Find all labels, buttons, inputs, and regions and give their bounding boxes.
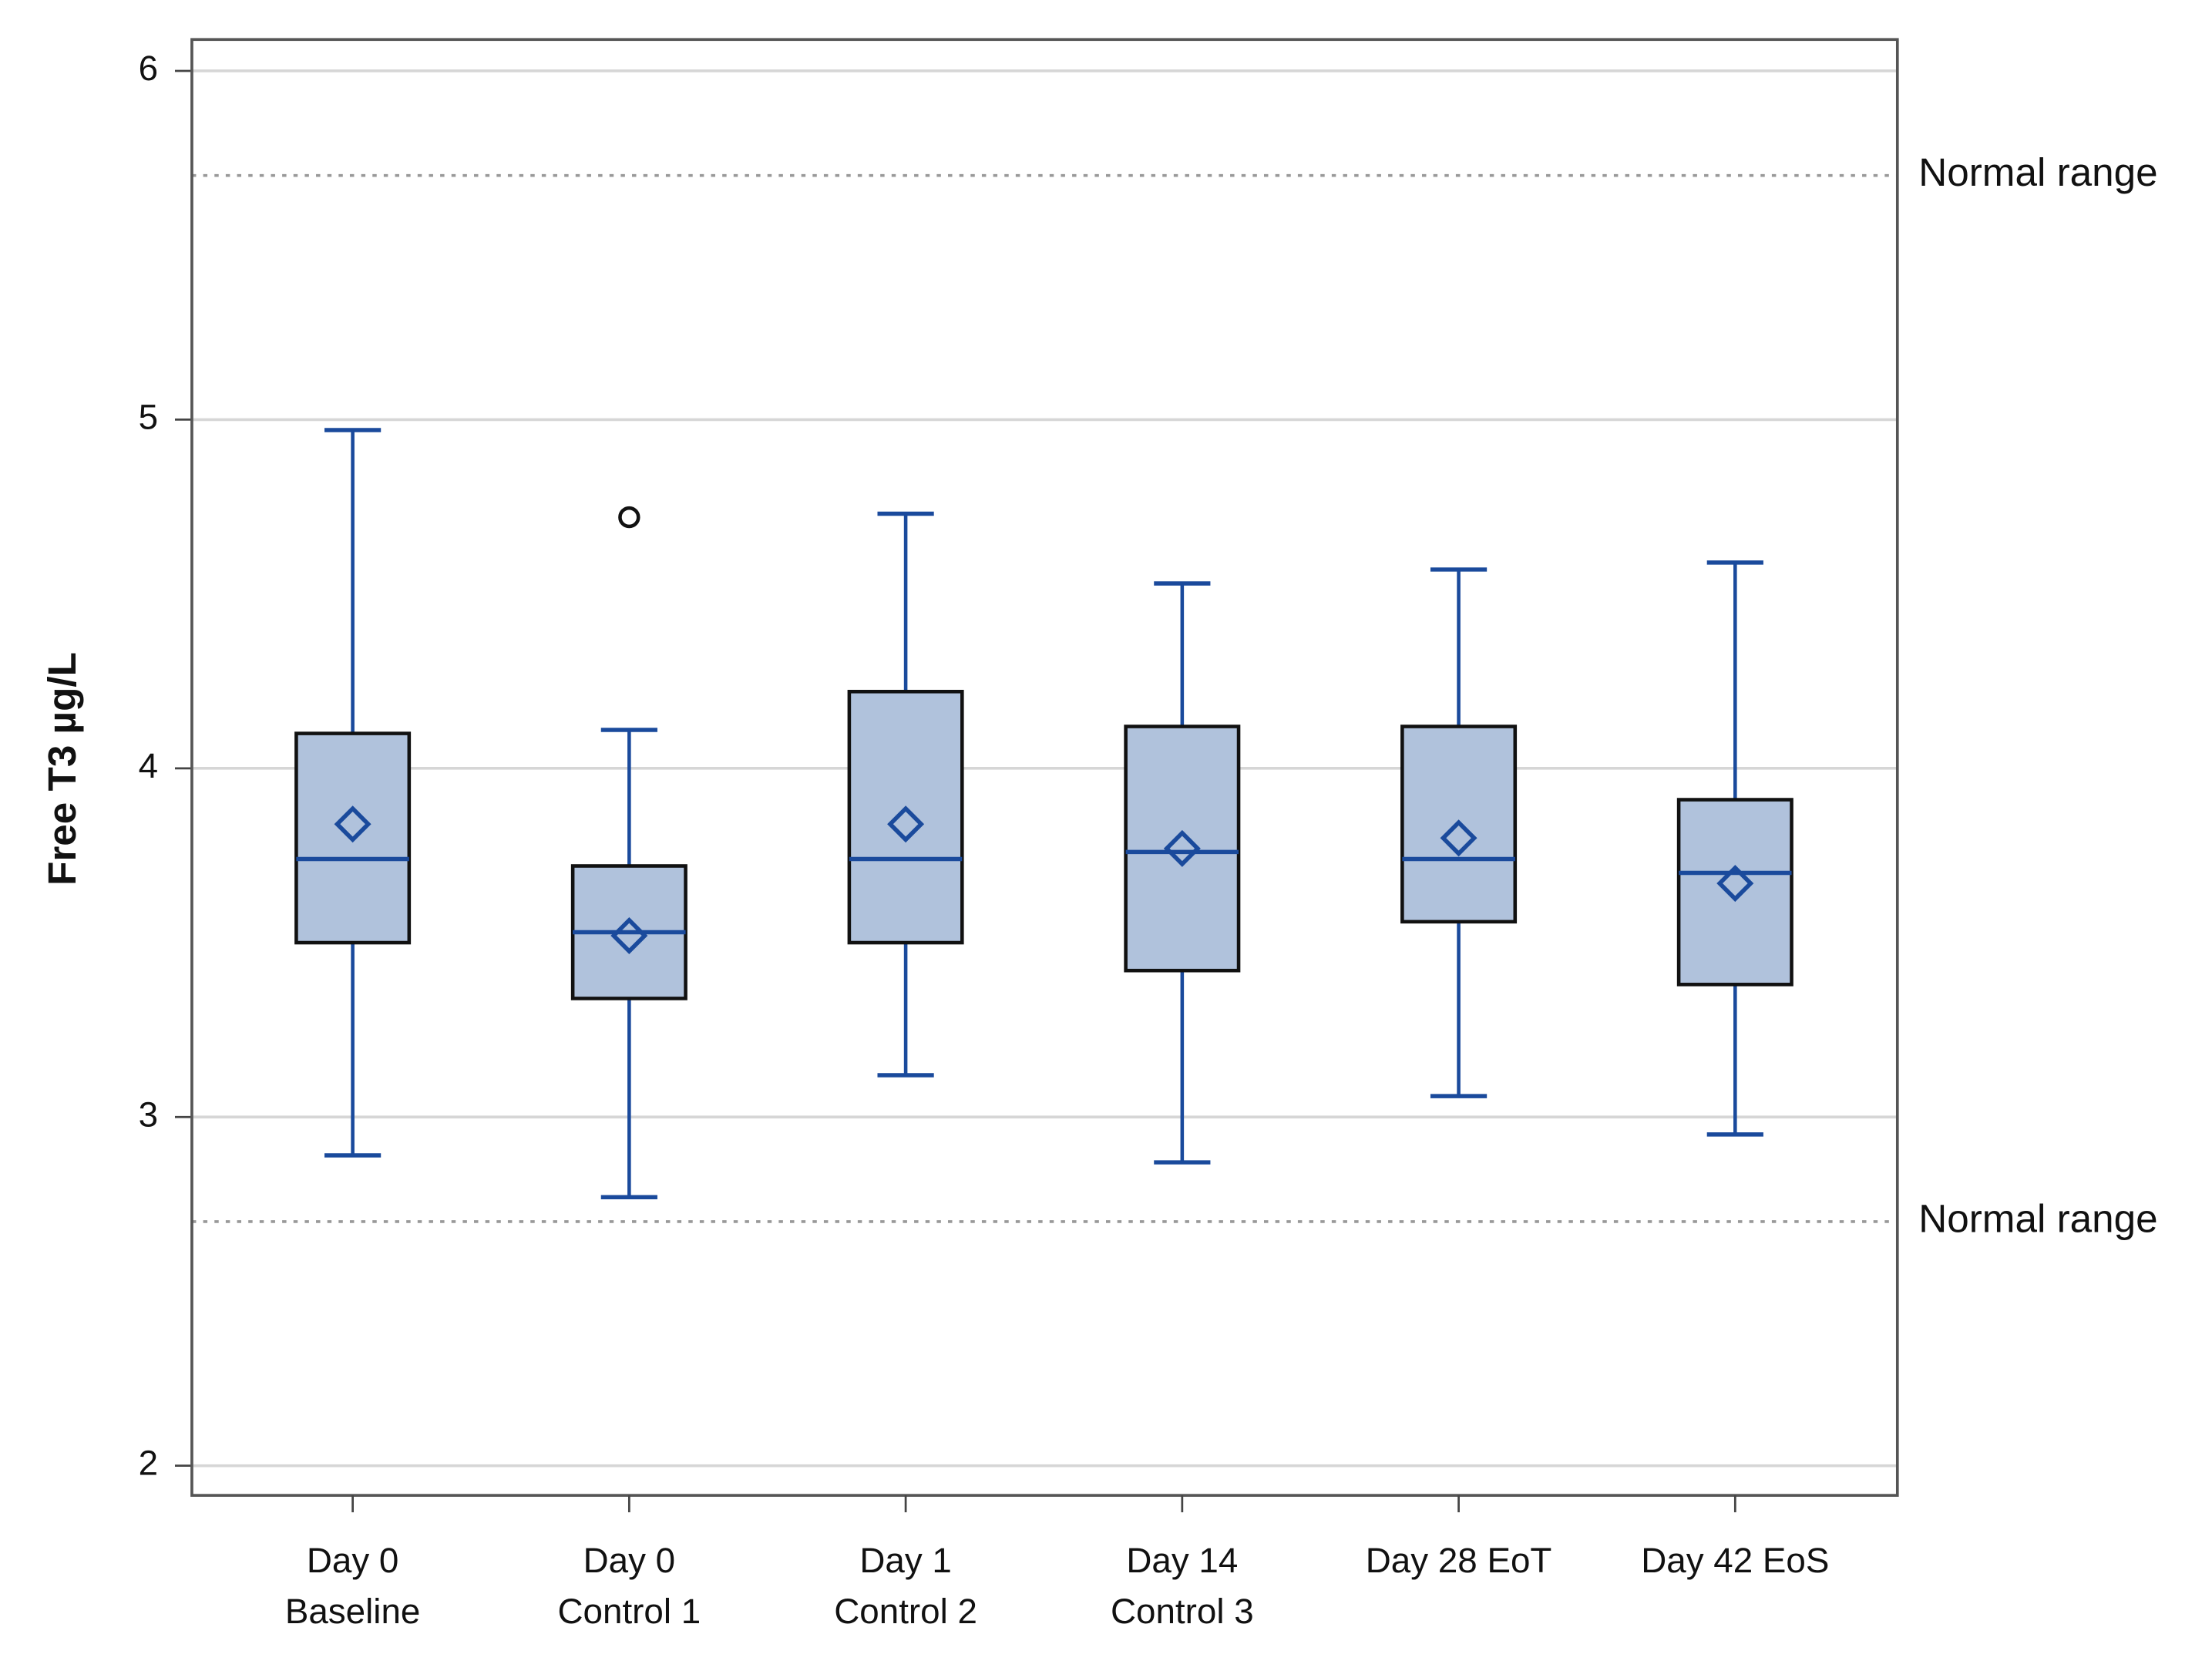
- plot-frame: [190, 38, 1899, 1497]
- mean-marker: [334, 805, 371, 843]
- mean-marker: [1716, 865, 1754, 903]
- x-tick-label: Day 0 Control 1: [558, 1541, 701, 1631]
- x-tick-label: Day 42 EoS: [1641, 1541, 1829, 1580]
- box: [847, 689, 964, 945]
- outlier: [618, 506, 640, 529]
- y-tick-label: 3: [139, 1094, 158, 1134]
- y-tick-label: 6: [139, 49, 158, 88]
- box: [1124, 725, 1241, 973]
- mean-marker: [1440, 819, 1477, 857]
- y-tick-label: 4: [139, 746, 158, 785]
- x-tick-label: Day 14 Control 3: [1111, 1541, 1254, 1631]
- y-tick-label: 5: [139, 397, 158, 436]
- x-tick-label: Day 28 EoT: [1366, 1541, 1552, 1580]
- reference-label: Normal range: [1918, 150, 2157, 194]
- mean-marker: [1163, 829, 1201, 867]
- x-tick-label: Day 1 Control 2: [834, 1541, 977, 1631]
- mean-marker: [610, 916, 648, 954]
- y-axis-label: Free T3 µg/L: [40, 652, 84, 886]
- x-tick-label: Day 0 Baseline: [285, 1541, 421, 1631]
- reference-label: Normal range: [1918, 1197, 2157, 1241]
- box: [1676, 798, 1793, 987]
- box: [1400, 725, 1518, 924]
- mean-marker: [887, 805, 925, 843]
- y-tick-label: 2: [139, 1444, 158, 1483]
